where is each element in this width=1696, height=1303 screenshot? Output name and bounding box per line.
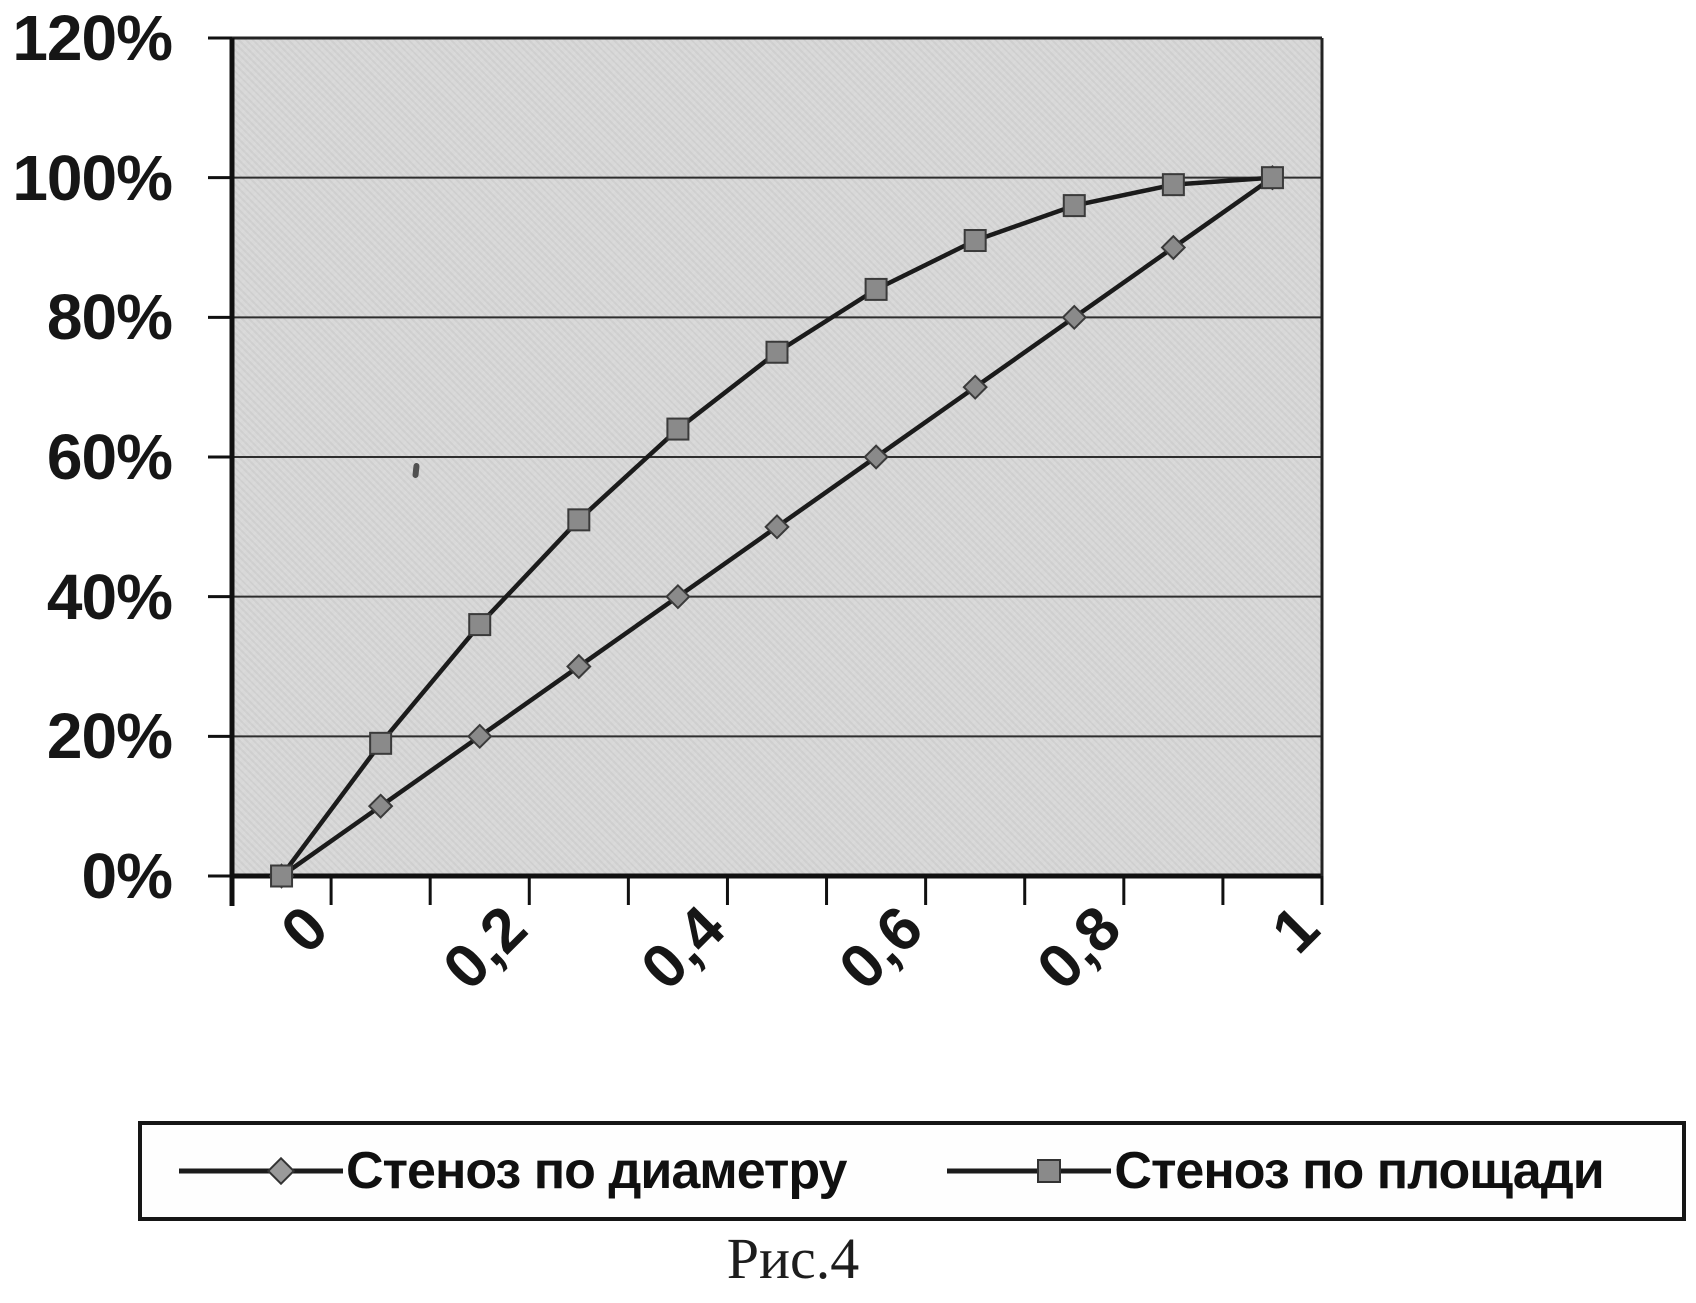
y-tick-label: 40% (46, 560, 173, 633)
figure-caption: Рис.4 (726, 1226, 860, 1291)
diamond-marker (1160, 234, 1187, 261)
square-marker (1062, 194, 1086, 218)
y-tick-label: 100% (12, 141, 173, 214)
diamond-marker (1061, 304, 1088, 331)
square-marker (369, 731, 393, 755)
y-tick-label: 120% (12, 2, 173, 74)
legend-entry-diameter: Стеноз по диаметру (176, 1142, 847, 1200)
legend-label-area: Стеноз по площади (1114, 1142, 1604, 1200)
square-series-marker-icon (947, 1159, 1112, 1183)
legend-label-diameter: Стеноз по диаметру (346, 1142, 847, 1200)
square-marker (567, 508, 591, 532)
diamond-marker (863, 444, 889, 470)
square-marker (1260, 166, 1284, 190)
y-tick-label: 60% (46, 421, 173, 493)
square-marker (468, 613, 492, 637)
square-marker (666, 417, 690, 441)
square-marker (765, 340, 789, 364)
diamond-marker (367, 793, 394, 819)
diamond-series-marker-icon (179, 1156, 343, 1186)
diamond-marker (764, 514, 790, 540)
diamond-marker (566, 653, 592, 680)
square-marker (1161, 173, 1185, 197)
legend-entry-area: Стеноз по площади (944, 1142, 1605, 1200)
diamond-marker (466, 723, 493, 750)
y-tick-label: 80% (46, 281, 173, 354)
chart-legend: Стеноз по диаметру Стеноз по площади (138, 1121, 1686, 1221)
y-tick-label: 0% (81, 840, 173, 912)
diamond-marker (665, 583, 691, 610)
square-marker (270, 864, 294, 888)
y-tick-label: 20% (46, 700, 173, 773)
diamond-marker (962, 374, 988, 400)
square-marker (864, 277, 888, 301)
square-marker (963, 229, 987, 253)
